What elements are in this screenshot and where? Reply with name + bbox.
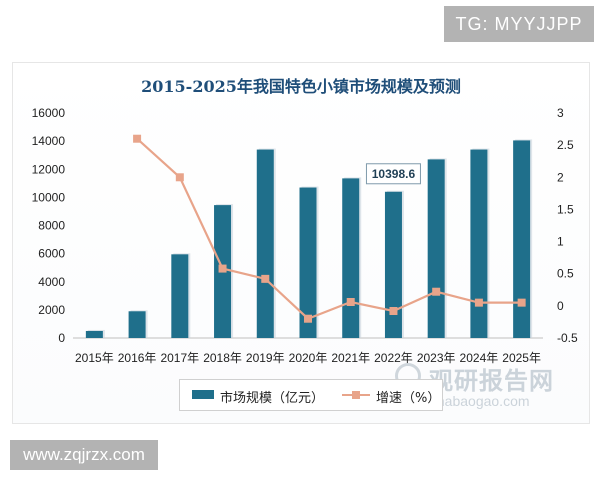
y-left-tick-label: 6000 [38, 247, 65, 261]
legend: 市场规模（亿元） 增速（%） [179, 379, 443, 411]
growth-point [517, 298, 526, 307]
legend-bar-label: 市场规模（亿元） [220, 391, 325, 406]
x-tick-label: 2024年 [460, 351, 499, 365]
y-right-tick-label: 0 [557, 299, 564, 313]
x-tick-label: 2016年 [118, 351, 157, 365]
growth-line [136, 137, 522, 320]
annotation-box [365, 163, 421, 185]
watermark-brand: 观研报告网 [429, 367, 554, 395]
y-right-tick-label: 0.5 [557, 267, 574, 281]
tg-badge: TG: MYYJJPP [444, 6, 594, 42]
x-tick-label: 2023年 [417, 351, 456, 365]
x-tick-label: 2019年 [246, 351, 285, 365]
x-tick-label: 2015年 [75, 351, 114, 365]
y-left-tick-label: 12000 [32, 162, 66, 176]
growth-point [432, 287, 441, 296]
y-right-tick-label: -0.5 [557, 331, 578, 345]
y-left-tick-label: 0 [58, 331, 65, 345]
bar [384, 191, 402, 338]
y-right-tick-label: 3 [557, 106, 564, 120]
chart-title: 2015-2025年我国特色小镇市场规模及预测 [141, 77, 461, 96]
y-left-tick-label: 14000 [32, 134, 66, 148]
y-right-tick-label: 1 [557, 235, 564, 249]
y-right-tick-label: 2.5 [557, 138, 574, 152]
y-left-tick-label: 16000 [32, 106, 66, 120]
chart-panel: 2015-2025年我国特色小镇市场规模及预测 0 2000 4000 6000 800… [12, 62, 590, 424]
bar [128, 311, 146, 338]
x-tick-label: 2022年 [374, 351, 413, 365]
growth-point [304, 314, 312, 323]
chart-plot: 0 2000 4000 6000 8000 10000 12000 14000 16000 -0.… [32, 106, 578, 365]
x-tick-label: 2021年 [331, 351, 370, 365]
y-left-tick-label: 2000 [38, 303, 65, 317]
growth-point [261, 274, 270, 283]
growth-point [474, 298, 483, 307]
bar [427, 159, 445, 338]
y-right-tick-label: 2 [557, 170, 564, 184]
x-tick-label: 2017年 [160, 351, 199, 365]
growth-point [389, 307, 398, 315]
site-badge: www.zqjrzx.com [10, 440, 158, 470]
growth-point [133, 134, 142, 143]
growth-point [218, 264, 227, 273]
x-tick-label: 2025年 [502, 351, 541, 365]
y-right-tick-label: 1.5 [557, 202, 574, 216]
bar [342, 178, 360, 338]
bar [85, 330, 103, 338]
annotation-label: 10398.6 [372, 167, 416, 181]
y-left-tick-label: 8000 [38, 219, 65, 233]
legend-bar-swatch [192, 390, 214, 399]
x-tick-label: 2020年 [289, 351, 328, 365]
bar [299, 187, 317, 338]
legend-line-marker [352, 391, 360, 399]
bar [171, 254, 189, 338]
bar [513, 140, 531, 338]
y-left-tick-label: 10000 [32, 190, 66, 204]
bar [470, 149, 488, 338]
y-left-tick-label: 4000 [38, 275, 65, 289]
watermark-url: chinabaogao.com [419, 393, 530, 409]
legend-line-label: 增速（%） [376, 391, 441, 406]
bar [256, 149, 274, 338]
growth-point [175, 173, 184, 182]
x-tick-label: 2018年 [203, 351, 242, 365]
growth-point [346, 298, 355, 306]
